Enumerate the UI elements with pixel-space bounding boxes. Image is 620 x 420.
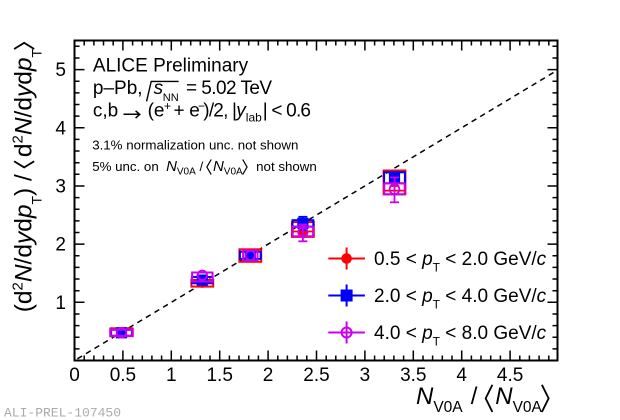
svg-text:ALI-PREL-107450: ALI-PREL-107450 [4, 406, 121, 420]
svg-text:V0A: V0A [224, 166, 243, 177]
svg-text:not shown: not shown [256, 159, 317, 174]
svg-text:): ) [11, 188, 38, 196]
svg-text:3.5: 3.5 [400, 365, 426, 386]
svg-text:V0A: V0A [177, 166, 196, 177]
svg-text:−: − [198, 99, 205, 113]
svg-text:N: N [11, 117, 38, 135]
svg-text:y: y [11, 230, 38, 246]
svg-text:0: 0 [69, 365, 80, 386]
svg-text:(e: (e [148, 101, 165, 122]
svg-text:p: p [11, 58, 38, 73]
svg-text:2: 2 [10, 282, 27, 290]
svg-text:V0A: V0A [513, 399, 543, 416]
svg-text:p: p [11, 205, 38, 220]
svg-text:+ e: + e [174, 101, 200, 122]
svg-text:1: 1 [55, 293, 66, 314]
svg-text:2: 2 [55, 235, 66, 256]
svg-text:d: d [11, 143, 38, 157]
svg-text:NN: NN [163, 92, 179, 104]
svg-text:s: s [154, 78, 164, 99]
svg-text:4: 4 [456, 365, 467, 386]
svg-text:3: 3 [360, 365, 371, 386]
svg-text:4.5: 4.5 [497, 365, 523, 386]
svg-text:lab: lab [246, 111, 262, 125]
svg-text:T: T [29, 196, 45, 205]
svg-text:1: 1 [166, 365, 177, 386]
svg-text:3: 3 [55, 177, 66, 198]
svg-text:(d: (d [11, 291, 38, 313]
svg-text:N: N [166, 158, 177, 175]
svg-text:d: d [11, 71, 38, 85]
svg-text:2: 2 [263, 365, 274, 386]
svg-text:/d: /d [11, 97, 38, 117]
svg-text:N: N [495, 383, 513, 410]
svg-text:5: 5 [55, 60, 66, 81]
svg-text:d: d [11, 218, 38, 232]
svg-text:1.5: 1.5 [206, 365, 232, 386]
svg-text:+: + [164, 99, 171, 113]
svg-text:/d: /d [11, 244, 38, 264]
svg-text:N: N [213, 158, 224, 175]
svg-text:T: T [29, 49, 45, 58]
svg-text:0.5: 0.5 [110, 365, 136, 386]
svg-text:/: / [471, 383, 478, 410]
svg-text:/: / [200, 159, 204, 174]
svg-text:| < 0.6: | < 0.6 [263, 101, 311, 122]
svg-text:/: / [11, 174, 38, 181]
svg-text:3.1% normalization unc. not sh: 3.1% normalization unc. not shown [92, 138, 298, 153]
svg-text:y: y [234, 101, 247, 122]
svg-text:)/2, |: )/2, | [203, 101, 236, 122]
svg-text:2.5: 2.5 [303, 365, 329, 386]
svg-text:= 5.02 TeV: = 5.02 TeV [186, 78, 272, 99]
svg-text:V0A: V0A [433, 399, 463, 416]
svg-text:5% unc. on: 5% unc. on [92, 159, 159, 174]
svg-text:N: N [11, 264, 38, 282]
svg-text:2: 2 [10, 135, 27, 143]
svg-text:p–Pb,: p–Pb, [93, 78, 143, 99]
svg-text:4: 4 [55, 118, 66, 139]
svg-text:ALICE Preliminary: ALICE Preliminary [93, 56, 249, 77]
svg-text:N: N [416, 383, 434, 410]
svg-text:y: y [11, 83, 38, 99]
svg-text:c,b: c,b [93, 101, 118, 122]
